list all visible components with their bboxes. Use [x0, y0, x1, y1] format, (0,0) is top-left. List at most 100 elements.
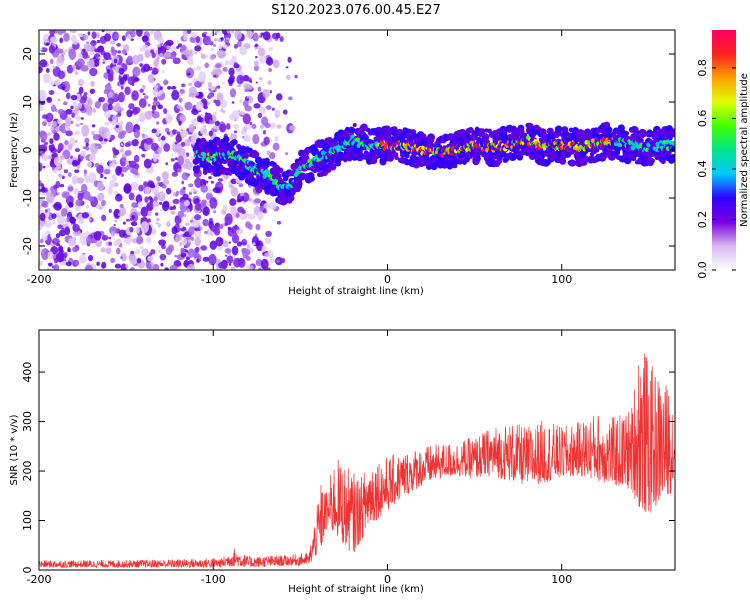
spectrogram-noise-blob	[172, 129, 177, 135]
spectrogram-noise-blob	[242, 113, 251, 125]
spectrogram-ridge-halo	[277, 167, 284, 174]
spectrogram-noise-blob	[101, 199, 106, 207]
spectrogram-noise-blob	[72, 176, 78, 185]
spectrogram-noise-blob	[99, 205, 102, 210]
spectrogram-noise-blob	[155, 212, 159, 216]
spectrogram-noise-blob	[288, 96, 293, 101]
spectrogram-noise-blob	[248, 197, 253, 202]
spectrogram-noise-blob	[100, 173, 104, 179]
spectrogram-noise-blob	[72, 246, 78, 253]
spectrogram-noise-blob	[124, 150, 132, 156]
spectrogram-noise-blob	[136, 235, 144, 245]
spectrogram-noise-blob	[57, 142, 64, 152]
spectrogram-noise-blob	[228, 252, 232, 256]
spectrogram-ridge-halo	[329, 163, 337, 171]
spectrogram-noise-blob	[178, 97, 183, 103]
spectrogram-noise-blob	[72, 236, 76, 240]
spectrogram-noise-blob	[53, 257, 59, 264]
spectrogram-noise-blob	[102, 61, 106, 64]
spectrogram-noise-blob	[261, 245, 267, 252]
spectrogram-noise-blob	[214, 32, 217, 35]
spectrogram-noise-blob	[158, 250, 162, 254]
spectrogram-noise-blob	[64, 226, 71, 236]
spectrogram-noise-blob	[139, 63, 143, 67]
spectrogram-noise-blob	[110, 231, 116, 237]
spectrogram-noise-blob	[157, 37, 164, 44]
spectrogram-noise-blob	[144, 186, 151, 195]
spectrogram-noise-blob	[61, 191, 70, 199]
spectrogram-noise-blob	[266, 267, 271, 270]
spectrogram-noise-blob	[186, 30, 192, 35]
spectrogram-noise-blob	[113, 126, 117, 131]
spectrogram-noise-blob	[95, 143, 98, 147]
x-tick-label: 100	[551, 273, 572, 286]
spectrogram-noise-blob	[254, 233, 258, 237]
spectrogram-noise-blob	[264, 237, 272, 245]
spectrogram-noise-blob	[57, 118, 63, 125]
spectrogram-noise-blob	[181, 180, 184, 185]
spectrogram-noise-blob	[74, 169, 80, 174]
spectrogram-noise-blob	[120, 253, 127, 262]
spectrogram-noise-blob	[105, 131, 111, 140]
spectrogram-noise-blob	[94, 48, 100, 53]
spectrogram-noise-blob	[279, 36, 284, 43]
spectrogram-noise-blob	[180, 44, 187, 51]
spectrogram-noise-blob	[180, 106, 184, 112]
spectrogram-noise-blob	[145, 237, 152, 244]
spectrogram-noise-blob	[133, 154, 140, 163]
spectrogram-ridge-halo	[377, 127, 383, 132]
spectrogram-noise-blob	[165, 113, 173, 124]
spectrogram-ridge-halo	[672, 128, 675, 133]
spectrogram-noise-blob	[160, 262, 164, 267]
spectrogram-noise-blob	[111, 49, 117, 56]
spectrogram-ridge-halo	[554, 125, 563, 134]
spectrogram-noise-blob	[267, 250, 274, 259]
spectrogram-noise-blob	[210, 85, 216, 91]
spectrogram-noise-blob	[224, 213, 233, 226]
spectrogram-noise-blob	[76, 177, 85, 184]
spectrogram-noise-blob	[174, 254, 178, 258]
spectrogram-noise-blob	[88, 218, 92, 222]
spectrogram-noise-blob	[61, 250, 64, 254]
spectrogram-ridge-halo	[647, 133, 652, 138]
spectrogram-noise-blob	[53, 132, 60, 141]
spectrogram-noise-blob	[198, 117, 204, 123]
spectrogram-noise-blob	[209, 35, 212, 38]
spectrogram-noise-blob	[107, 98, 115, 105]
x-tick-label: 0	[384, 573, 391, 586]
spectrogram-noise-blob	[110, 257, 116, 264]
spectrogram-noise-blob	[222, 204, 228, 212]
spectrogram-noise-blob	[190, 155, 194, 161]
spectrogram-noise-blob	[156, 176, 161, 182]
spectrogram-noise-blob	[55, 233, 61, 239]
spectrogram-noise-blob	[241, 248, 251, 257]
spectrogram-noise-blob	[85, 142, 89, 147]
spectrogram-noise-blob	[200, 53, 207, 60]
spectrogram-noise-blob	[83, 174, 87, 177]
spectrogram-ridge-halo	[308, 175, 315, 182]
spectrogram-noise-blob	[134, 172, 139, 176]
spectrogram-noise-blob	[82, 146, 87, 150]
spectrogram-noise-blob	[229, 113, 236, 121]
spectrogram-noise-blob	[258, 77, 263, 81]
spectrogram-noise-blob	[246, 265, 251, 270]
spectrogram-noise-blob	[80, 117, 84, 120]
spectrogram-noise-blob	[153, 196, 159, 202]
spectrogram-noise-blob	[228, 184, 234, 189]
spectrogram-noise-blob	[144, 137, 153, 145]
spectrogram-noise-blob	[144, 196, 149, 203]
spectrogram-noise-blob	[257, 47, 266, 57]
colorbar: 0.0 0.2 0.4 0.6 0.8 Normalized spectral ampl…	[696, 30, 750, 279]
spectrogram-noise-blob	[245, 30, 254, 39]
spectrogram-noise-blob	[212, 187, 221, 193]
spectrogram-noise-blob	[172, 57, 181, 65]
spectrogram-noise-blob	[222, 240, 229, 248]
spectrogram-noise-blob	[147, 218, 151, 223]
spectrogram-noise-blob	[142, 63, 151, 73]
spectrogram-noise-blob	[119, 204, 124, 208]
spectrogram-noise-blob	[194, 80, 203, 88]
spectrogram-noise-blob	[164, 267, 169, 270]
spectrogram-noise-blob	[194, 51, 198, 55]
spectrogram-noise-blob	[131, 54, 140, 65]
spectrogram-noise-blob	[176, 45, 180, 50]
